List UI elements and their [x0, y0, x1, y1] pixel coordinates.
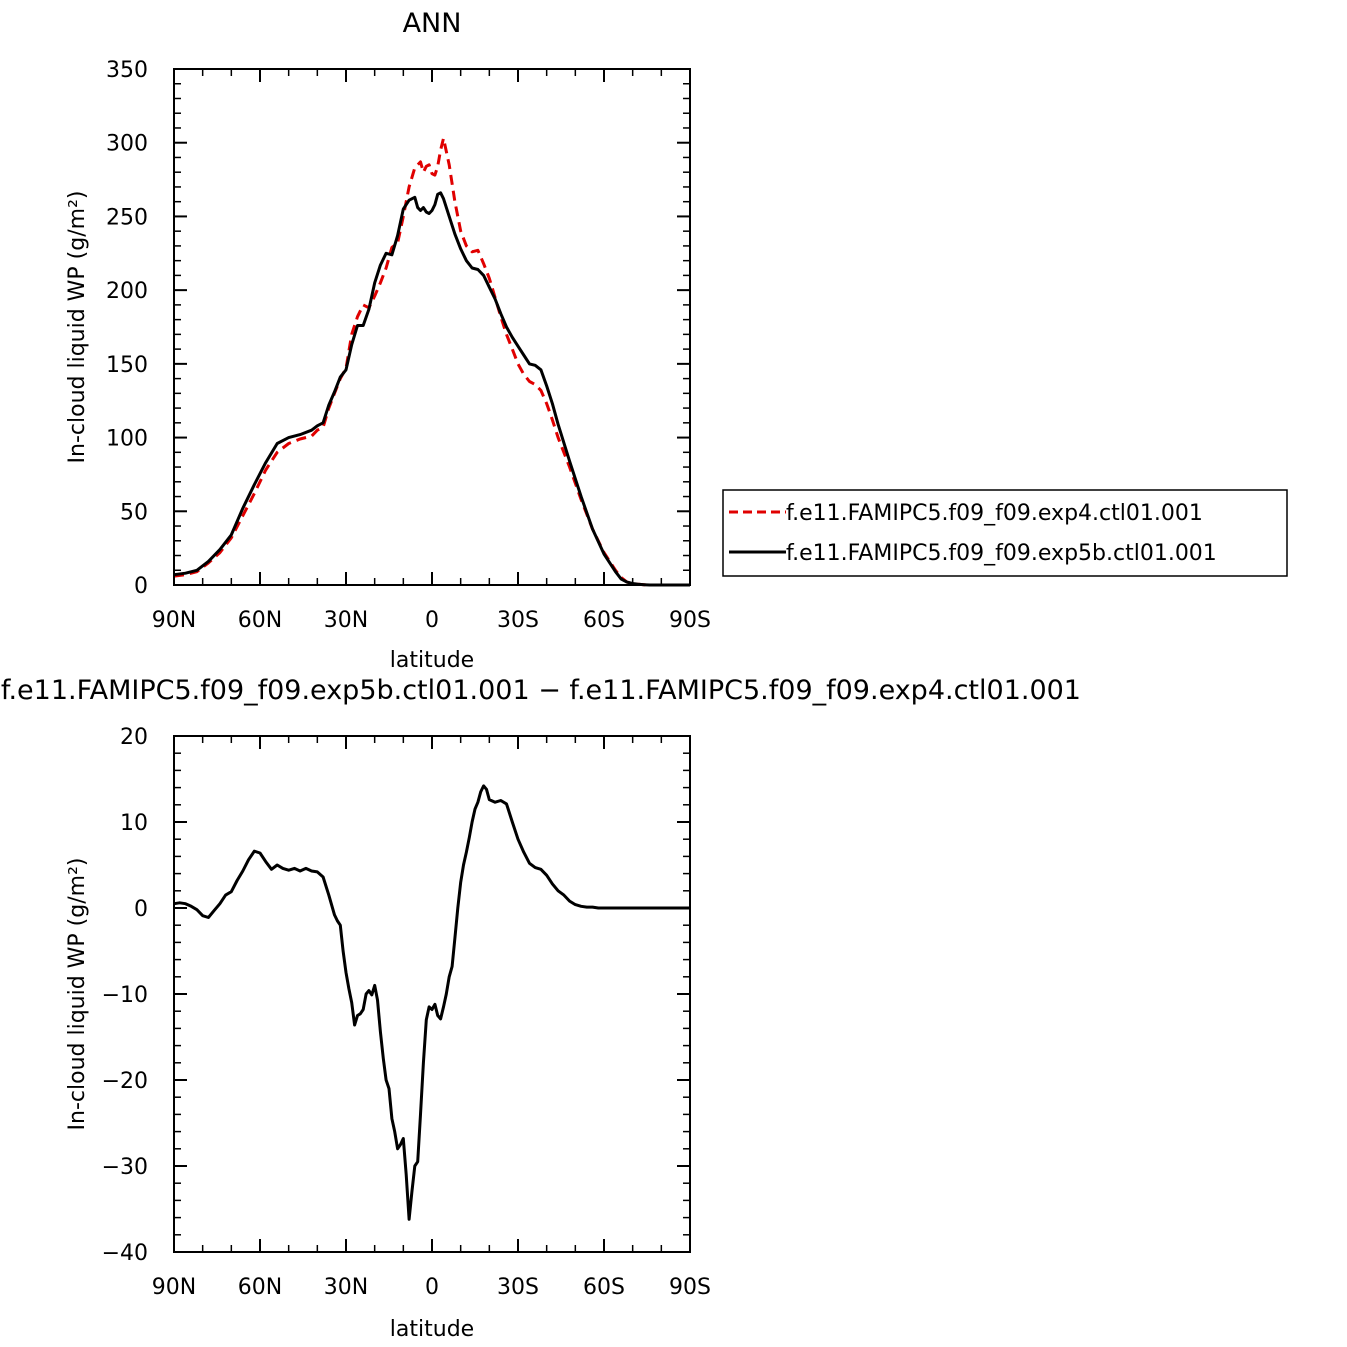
bottom-xtick-label: 30S — [497, 1275, 539, 1300]
bottom-chart-panel: f.e11.FAMIPC5.f09_f09.exp5b.ctl01.001 − … — [1, 675, 1081, 1342]
bottom-xtick-label: 90S — [669, 1275, 711, 1300]
top-ytick-label: 300 — [106, 132, 148, 157]
bottom-xtick-label: 90N — [152, 1275, 196, 1300]
top-xtick-label: 30S — [497, 608, 539, 633]
top-chart-panel: ANN In-cloud liquid WP (g/m²) latitude 9… — [65, 8, 711, 673]
bottom-ytick-label: −30 — [102, 1155, 148, 1180]
legend-label-exp5b: f.e11.FAMIPC5.f09_f09.exp5b.ctl01.001 — [786, 541, 1217, 566]
top-series-line-0 — [173, 136, 690, 587]
bottom-chart-ylabel: In-cloud liquid WP (g/m²) — [65, 858, 90, 1131]
top-chart-title: ANN — [403, 8, 462, 39]
bottom-xtick-label: 60S — [583, 1275, 625, 1300]
bottom-series-line-0 — [173, 784, 690, 1221]
bottom-chart-title: f.e11.FAMIPC5.f09_f09.exp5b.ctl01.001 − … — [1, 675, 1081, 706]
bottom-ytick-label: −20 — [102, 1069, 148, 1094]
bottom-ytick-label: 10 — [120, 811, 148, 836]
top-series-line-1 — [173, 191, 690, 587]
legend-box — [722, 489, 1288, 577]
top-chart-ticks: 90N 60N 30N 0 30S 60S 90S 0 50 100 150 200 250 300 350 — [106, 58, 711, 633]
top-ytick-label: 0 — [134, 574, 148, 599]
bottom-chart-ticks: 90N 60N 30N 0 30S 60S 90S −40 −30 −20 −10 0 10 20 — [102, 725, 711, 1300]
top-xtick-label: 30N — [324, 608, 368, 633]
top-chart-plot-area — [173, 136, 690, 587]
bottom-ytick-label: −40 — [102, 1241, 148, 1266]
bottom-chart-frame — [173, 735, 691, 1253]
top-ytick-label: 50 — [120, 500, 148, 525]
bottom-ytick-label: −10 — [102, 983, 148, 1008]
top-xtick-label: 60N — [238, 608, 282, 633]
top-ytick-label: 150 — [106, 353, 148, 378]
top-xtick-label: 90S — [669, 608, 711, 633]
bottom-xtick-label: 30N — [324, 1275, 368, 1300]
bottom-xtick-label: 0 — [425, 1275, 439, 1300]
legend-label-exp4: f.e11.FAMIPC5.f09_f09.exp4.ctl01.001 — [786, 501, 1203, 526]
top-xtick-label: 0 — [425, 608, 439, 633]
bottom-chart-xlabel: latitude — [390, 1317, 474, 1342]
legend: f.e11.FAMIPC5.f09_f09.exp4.ctl01.001 f.e… — [722, 489, 1288, 577]
bottom-ytick-label: 20 — [120, 725, 148, 750]
bottom-xtick-label: 60N — [238, 1275, 282, 1300]
top-chart-xlabel: latitude — [390, 648, 474, 673]
top-ytick-label: 200 — [106, 279, 148, 304]
top-ytick-label: 250 — [106, 205, 148, 230]
top-ytick-label: 100 — [106, 427, 148, 452]
top-xtick-label: 90N — [152, 608, 196, 633]
bottom-chart-plot-area — [173, 784, 690, 1221]
top-chart-ylabel: In-cloud liquid WP (g/m²) — [65, 191, 90, 464]
top-chart-frame — [173, 68, 691, 586]
top-ytick-label: 350 — [106, 58, 148, 83]
bottom-ytick-label: 0 — [134, 897, 148, 922]
top-xtick-label: 60S — [583, 608, 625, 633]
